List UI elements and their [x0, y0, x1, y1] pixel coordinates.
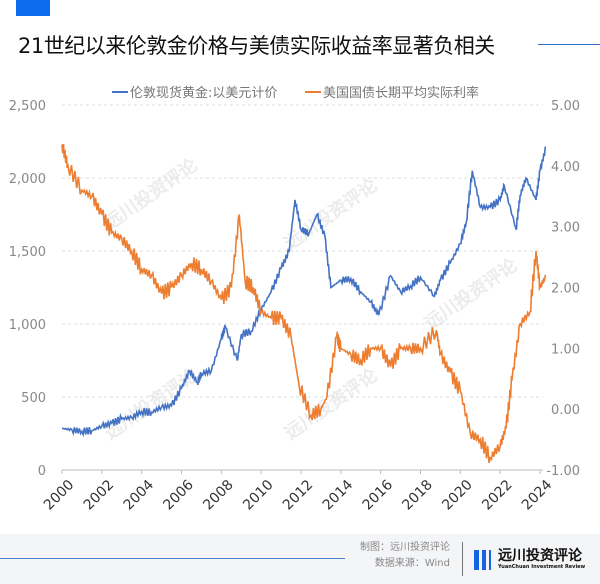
- y-left-tick-label: 2,000: [9, 172, 46, 187]
- y-left-tick-label: 2,500: [9, 99, 46, 114]
- y-right-tick-label: 1.00: [551, 342, 580, 357]
- y-right-tick-label: 0.00: [551, 403, 580, 418]
- y-right-tick-label: 4.00: [551, 160, 580, 175]
- x-tick-label: 2004: [121, 477, 158, 514]
- legend-label: 美国国债长期平均实际利率: [323, 85, 479, 101]
- footer-separator: [462, 542, 463, 576]
- logo-name: 远川投资评论: [498, 548, 582, 564]
- watermark: 远川投资评论: [280, 174, 382, 255]
- x-tick-label: 2016: [360, 477, 397, 514]
- y-left-tick-label: 1,000: [9, 318, 46, 333]
- logo: 远川投资评论 YuanChuan Investment Review: [474, 548, 585, 571]
- footer-rule: [0, 558, 345, 559]
- logo-bar-icon: [482, 549, 486, 570]
- y-left-tick-label: 1,500: [9, 245, 46, 260]
- x-tick-label: 2002: [81, 477, 118, 514]
- series-line-real-rate: [61, 144, 547, 463]
- made-by: 制图：远川投资评论: [360, 542, 450, 553]
- watermark: 远川投资评论: [100, 154, 202, 235]
- y-right-tick-label: 2.00: [551, 282, 580, 297]
- y-right-tick-label: -1.00: [546, 464, 580, 479]
- series-line-gold: [62, 146, 547, 438]
- logo-sub: YuanChuan Investment Review: [498, 564, 586, 570]
- y-right-tick-label: 5.00: [551, 99, 580, 114]
- page-title: 21世纪以来伦敦金价格与美债实际收益率显著负相关: [18, 34, 495, 58]
- y-left-tick-label: 500: [21, 391, 46, 406]
- credit: 制图：远川投资评论 数据来源：Wind: [360, 540, 450, 572]
- watermark: 远川投资评论: [280, 364, 382, 445]
- data-source: 数据来源：Wind: [374, 558, 450, 569]
- legend-label: 伦敦现货黄金:以美元计价: [130, 85, 277, 101]
- x-tick-label: 2014: [320, 477, 357, 514]
- x-tick-label: 2012: [280, 477, 317, 514]
- x-tick-label: 2022: [479, 477, 516, 514]
- logo-bar-icon: [489, 549, 491, 570]
- x-tick-label: 2006: [160, 477, 197, 514]
- x-tick-label: 2020: [439, 477, 476, 514]
- x-tick-label: 2018: [399, 477, 436, 514]
- x-tick-label: 2010: [240, 477, 277, 514]
- x-tick-label: 2024: [519, 477, 556, 514]
- y-left-tick-label: 0: [38, 464, 46, 479]
- y-right-tick-label: 3.00: [551, 221, 580, 236]
- brand-badge: [16, 0, 50, 16]
- footer: [0, 534, 600, 584]
- x-tick-label: 2008: [200, 477, 237, 514]
- x-tick-label: 2000: [41, 477, 78, 514]
- title-rule: [538, 44, 600, 45]
- logo-bar-icon: [474, 549, 479, 570]
